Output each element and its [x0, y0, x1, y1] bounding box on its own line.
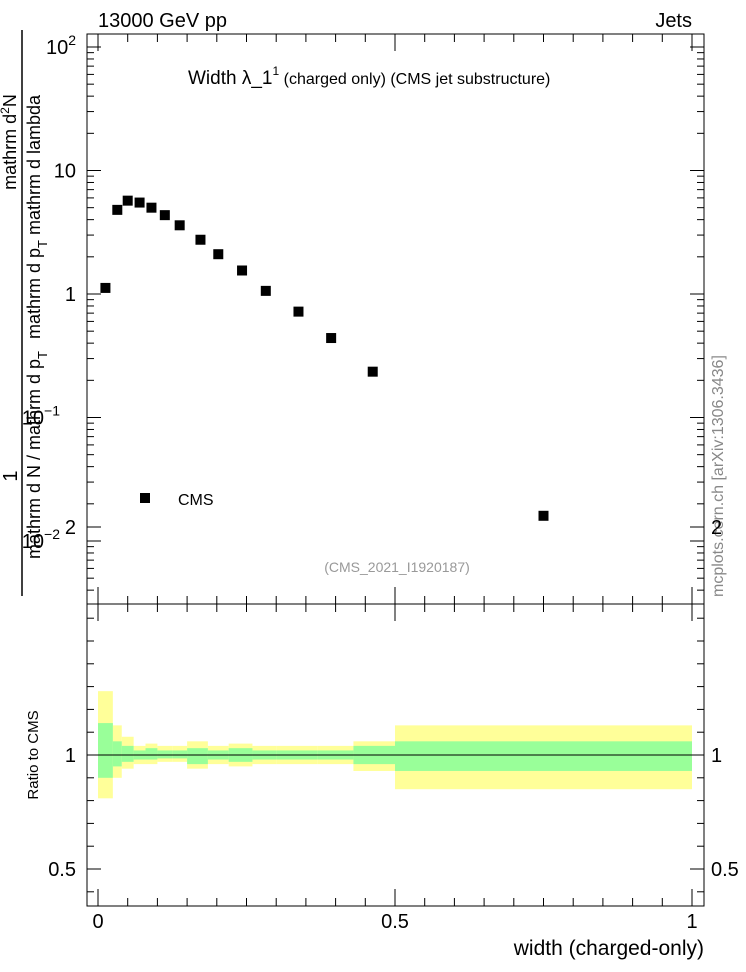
ylabel-numerator: mathrm d2N: [0, 94, 20, 190]
data-point-cms: [213, 249, 224, 260]
title-rest: (charged only) (CMS jet substructure): [279, 71, 550, 88]
ylabel-num-top: mathrm d: [0, 114, 20, 190]
ratio-bands: [98, 691, 692, 799]
ratio-band-inner: [157, 750, 173, 759]
ratio-band-inner: [172, 750, 188, 759]
ylabel-num-n: N: [0, 94, 20, 107]
x-tick-label: 0: [92, 911, 103, 933]
x-tick-label: 0.5: [381, 911, 409, 933]
analysis-id: (CMS_2021_I1920187): [324, 559, 470, 575]
ylabel-den-a: mathrm d N / mathrm d p: [24, 359, 44, 559]
y-tick-base: 10: [54, 161, 76, 183]
data-point-cms: [326, 333, 337, 344]
ratio-y-tick-label-left: 0.5: [48, 859, 76, 881]
data-point-cms: [134, 197, 145, 208]
y-tick-exp: −2: [44, 526, 60, 542]
x-axis-label: width (charged-only): [513, 937, 704, 960]
title-sup: 1: [272, 64, 279, 78]
ylabel-den-sub: T: [35, 351, 50, 359]
data-point-cms: [159, 210, 170, 221]
y-tick-label: 10−1: [22, 403, 60, 430]
data-point-cms: [146, 202, 157, 213]
data-point-cms: [100, 282, 111, 293]
y-tick-label: 102: [46, 32, 76, 59]
ratio-band-inner: [145, 748, 158, 760]
ylabel-num-b: mathrm d p: [24, 248, 44, 339]
data-point-cms: [260, 285, 271, 296]
y-tick-label: 1: [65, 284, 76, 306]
ratio-y-tick-label-left: 2: [65, 517, 76, 539]
header-left: 13000 GeV pp: [98, 10, 227, 32]
data-point-cms: [122, 195, 133, 206]
y-tick-label: 10: [54, 161, 76, 183]
ratio-band-inner: [121, 745, 134, 762]
legend-marker-cms: [140, 493, 150, 503]
data-point-cms: [174, 220, 185, 231]
main-ylabel: 1 mathrm d2N mathrm d pT mathrm d lambda…: [0, 30, 50, 596]
main-panel-frame: [86, 33, 705, 605]
x-tick-label: 1: [686, 911, 697, 933]
ratio-ylabel: Ratio to CMS: [25, 710, 42, 799]
legend-label-cms: CMS: [178, 492, 214, 509]
y-tick-label: 10−2: [22, 526, 60, 553]
ylabel-num-sup: 2: [0, 107, 12, 114]
title-main: Width λ_1: [188, 68, 272, 89]
data-point-cms: [293, 306, 304, 317]
y-tick-base: 10: [22, 531, 44, 553]
side-credit: mcplots.cern.ch [arXiv:1306.3436]: [710, 355, 727, 597]
y-tick-exp: 2: [68, 32, 76, 48]
header-right: Jets: [655, 10, 692, 32]
ratio-band-inner: [112, 741, 122, 767]
chart-title: Width λ_11 (charged only) (CMS jet subst…: [188, 64, 550, 89]
ylabel-numerator-one: 1: [0, 470, 22, 481]
ratio-y-tick-label-right: 1: [711, 745, 722, 767]
y-tick-base: 1: [65, 284, 76, 306]
ratio-band-inner: [187, 748, 208, 765]
ylabel-num-sub: T: [35, 240, 50, 248]
ratio-y-tick-label-right: 2: [711, 517, 722, 539]
data-point-cms: [237, 265, 248, 276]
data-point-cms: [367, 366, 378, 377]
ratio-band-inner: [395, 741, 692, 771]
ylabel-numerator-2: mathrm d pT mathrm d lambda: [24, 94, 50, 339]
ylabel-denominator: mathrm d N / mathrm d pT: [24, 351, 50, 559]
data-point-cms: [195, 234, 206, 245]
ratio-y-tick-label-left: 1: [65, 745, 76, 767]
data-point-cms: [538, 510, 549, 521]
ylabel-num-tail: mathrm d lambda: [24, 94, 44, 240]
main-data-points: [100, 195, 549, 521]
y-tick-base: 10: [46, 37, 68, 59]
ratio-axis-ticks: 0.5 0.5 1 1 2 2 0 0.5 1: [48, 517, 739, 933]
ratio-y-tick-label-right: 0.5: [711, 859, 739, 881]
y-tick-base: 10: [22, 408, 44, 430]
data-point-cms: [112, 204, 123, 215]
y-tick-exp: −1: [44, 403, 60, 419]
ratio-band-inner: [98, 723, 113, 778]
